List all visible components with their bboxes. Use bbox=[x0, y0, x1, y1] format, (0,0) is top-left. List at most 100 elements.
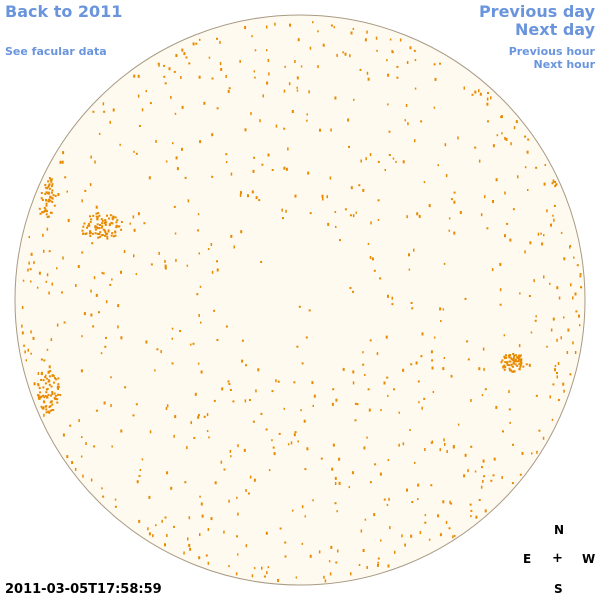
facula-speck bbox=[120, 429, 123, 433]
facula-speck bbox=[56, 401, 59, 404]
facula-speck bbox=[30, 252, 33, 256]
facula-speck bbox=[493, 457, 496, 461]
facula-speck bbox=[331, 402, 334, 406]
facula-speck bbox=[254, 76, 256, 79]
facula-speck bbox=[527, 138, 530, 141]
facula-speck bbox=[80, 455, 83, 458]
facula-speck bbox=[227, 380, 230, 383]
facula-speck bbox=[198, 75, 201, 79]
facula-speck bbox=[560, 336, 562, 340]
facula-speck bbox=[368, 408, 371, 412]
facula-speck bbox=[88, 224, 91, 227]
facula-speck bbox=[24, 350, 26, 354]
facula-speck bbox=[62, 151, 65, 155]
facula-speck bbox=[377, 563, 379, 567]
facula-speck bbox=[227, 89, 230, 93]
facula-speck bbox=[216, 107, 219, 110]
facula-speck bbox=[241, 359, 244, 363]
facula-speck bbox=[445, 520, 448, 524]
facula-speck bbox=[279, 527, 282, 530]
facula-speck bbox=[335, 398, 338, 402]
facula-speck bbox=[98, 311, 100, 314]
facula-speck bbox=[342, 367, 345, 371]
facula-speck bbox=[443, 357, 446, 359]
facula-speck bbox=[281, 208, 283, 212]
next-hour-link[interactable]: Next hour bbox=[533, 58, 596, 71]
facula-speck bbox=[207, 528, 210, 531]
facula-speck bbox=[508, 356, 511, 359]
facula-speck bbox=[380, 409, 382, 412]
see-facular-data-link[interactable]: See facular data bbox=[5, 45, 107, 58]
facula-speck bbox=[143, 222, 146, 225]
facula-speck bbox=[181, 48, 184, 52]
previous-day-link[interactable]: Previous day bbox=[478, 2, 595, 21]
facula-speck bbox=[518, 354, 521, 357]
facula-speck bbox=[114, 498, 117, 501]
facula-speck bbox=[98, 227, 101, 230]
facula-speck bbox=[49, 199, 52, 202]
facula-speck bbox=[44, 186, 47, 189]
facula-speck bbox=[323, 575, 325, 579]
facula-speck bbox=[469, 503, 472, 506]
facula-speck bbox=[44, 376, 47, 378]
facula-speck bbox=[163, 64, 166, 67]
facula-speck bbox=[211, 175, 214, 178]
facula-speck bbox=[49, 409, 52, 412]
facula-speck bbox=[46, 187, 49, 190]
facula-speck bbox=[556, 338, 558, 342]
facula-speck bbox=[103, 222, 106, 225]
facula-speck bbox=[100, 352, 103, 355]
facula-speck bbox=[442, 308, 445, 311]
facula-speck bbox=[512, 353, 515, 355]
facula-speck bbox=[51, 189, 54, 192]
facula-speck bbox=[49, 394, 52, 397]
back-to-year-link[interactable]: Back to 2011 bbox=[5, 2, 123, 21]
facula-speck bbox=[120, 228, 123, 231]
facula-speck bbox=[278, 432, 281, 435]
facula-speck bbox=[101, 225, 104, 228]
facula-speck bbox=[501, 132, 503, 135]
facula-speck bbox=[367, 388, 370, 391]
facula-speck bbox=[501, 359, 504, 362]
facula-speck bbox=[250, 112, 252, 116]
facula-speck bbox=[439, 62, 441, 65]
facula-speck bbox=[365, 157, 367, 161]
facula-speck bbox=[499, 303, 502, 306]
facula-speck bbox=[277, 579, 280, 582]
facula-speck bbox=[504, 354, 507, 357]
facula-speck bbox=[330, 545, 333, 549]
facula-speck bbox=[267, 153, 270, 157]
facula-speck bbox=[95, 205, 98, 209]
facula-speck bbox=[45, 408, 48, 411]
facula-speck bbox=[101, 222, 104, 225]
next-day-link[interactable]: Next day bbox=[515, 20, 595, 39]
facula-speck bbox=[487, 120, 489, 123]
facula-speck bbox=[148, 176, 151, 180]
facula-speck bbox=[377, 218, 380, 221]
facula-speck bbox=[90, 218, 93, 221]
facula-speck bbox=[292, 509, 294, 512]
previous-hour-link[interactable]: Previous hour bbox=[508, 45, 595, 58]
facula-speck bbox=[467, 469, 469, 473]
facula-speck bbox=[88, 232, 91, 235]
facula-speck bbox=[519, 473, 522, 476]
facula-speck bbox=[439, 448, 441, 452]
facula-speck bbox=[377, 160, 380, 163]
facula-speck bbox=[552, 179, 555, 182]
facula-speck bbox=[388, 497, 390, 501]
facula-speck bbox=[237, 444, 239, 448]
facula-speck bbox=[510, 358, 513, 360]
facula-speck bbox=[200, 321, 202, 324]
facula-speck bbox=[114, 216, 117, 219]
facula-speck bbox=[329, 176, 332, 180]
facula-speck bbox=[499, 262, 502, 266]
facula-speck bbox=[85, 442, 87, 445]
facula-speck bbox=[40, 373, 43, 376]
facula-speck bbox=[46, 273, 49, 277]
facula-speck bbox=[527, 189, 529, 191]
facula-speck bbox=[330, 24, 333, 27]
facula-speck bbox=[38, 271, 41, 275]
facula-speck bbox=[430, 350, 433, 354]
facula-speck bbox=[352, 27, 355, 30]
facula-speck bbox=[448, 527, 451, 530]
